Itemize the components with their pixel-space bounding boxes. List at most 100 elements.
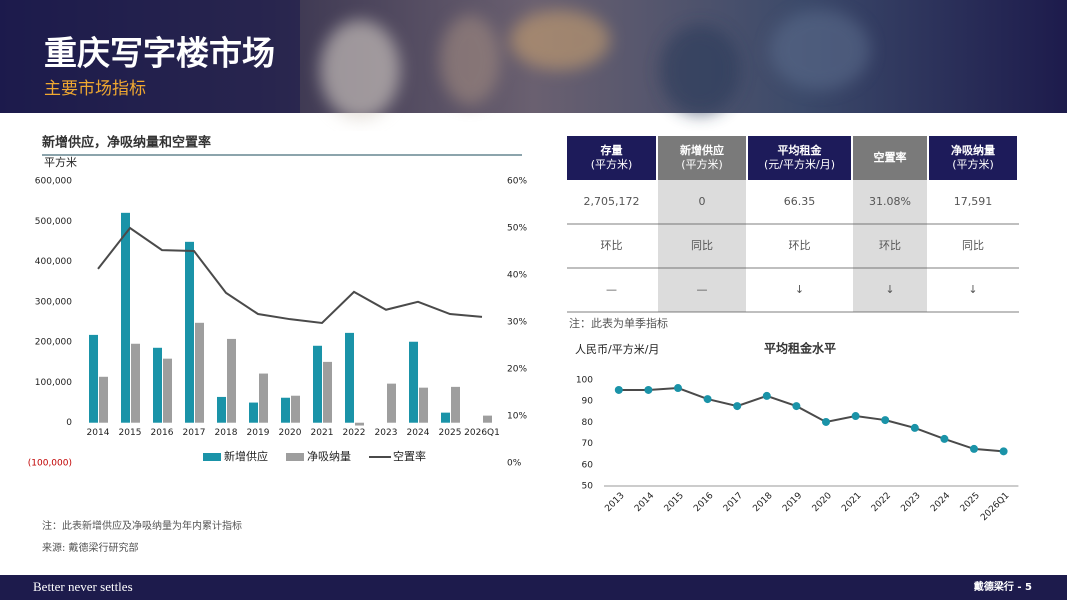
table-cell: 环比 xyxy=(879,239,901,252)
slogan: Better never settles xyxy=(33,579,133,594)
legend-label: 新增供应 xyxy=(224,449,268,463)
x-tick-label: 2017 xyxy=(722,491,745,514)
header-cell xyxy=(853,136,927,180)
point xyxy=(822,417,830,426)
x-tick-label: 2021 xyxy=(840,491,863,514)
bar xyxy=(163,358,172,423)
table-cell: — xyxy=(697,283,708,296)
point xyxy=(644,385,653,394)
bar xyxy=(153,347,162,423)
shaded-column xyxy=(853,180,927,312)
column-title: 平均租金 xyxy=(778,143,823,157)
x-tick-label: 2019 xyxy=(247,428,270,438)
column-unit: (平方米) xyxy=(591,157,633,171)
x-tick-label: 2021 xyxy=(311,428,334,438)
x-tick-label: 2015 xyxy=(663,491,686,514)
x-tick-label: 2016 xyxy=(151,428,174,438)
bar xyxy=(409,341,418,423)
y-tick-label: 300,000 xyxy=(35,297,72,307)
point xyxy=(970,444,978,453)
header-cell xyxy=(748,136,851,180)
x-tick-label: 2023 xyxy=(899,491,922,514)
point xyxy=(733,402,742,411)
y2-tick-label: 10% xyxy=(507,412,527,422)
header-photo xyxy=(320,10,870,120)
bar xyxy=(227,338,236,423)
y2-tick-label: 50% xyxy=(507,224,527,234)
x-tick-label: 2020 xyxy=(279,428,302,438)
source: 来源: 戴德梁行研究部 xyxy=(42,541,139,554)
table-cell: 同比 xyxy=(691,239,713,252)
y2-tick-label: 60% xyxy=(507,177,527,187)
bar xyxy=(249,402,258,423)
bar xyxy=(483,415,492,423)
table-cell: 0 xyxy=(699,195,706,208)
point xyxy=(881,416,890,425)
y2-tick-label: 40% xyxy=(507,271,527,281)
bar xyxy=(387,383,396,423)
bar xyxy=(217,396,226,423)
point xyxy=(614,385,623,394)
y-tick-label: 400,000 xyxy=(35,257,72,267)
y-tick-label: 70 xyxy=(582,439,594,449)
x-tick-label: 2013 xyxy=(603,491,626,514)
table-cell: 17,591 xyxy=(954,195,993,208)
y-tick-label: 100 xyxy=(576,376,593,386)
header-cell xyxy=(658,136,746,180)
legend-swatch xyxy=(203,453,221,461)
x-tick-label: 2015 xyxy=(119,428,142,438)
x-tick-label: 2018 xyxy=(215,428,238,438)
line xyxy=(618,387,1004,453)
y-tick-label: 500,000 xyxy=(35,217,72,227)
y-tick-label: 200,000 xyxy=(35,338,72,348)
bar xyxy=(185,241,194,423)
x-tick-label: 2023 xyxy=(375,428,398,438)
bar xyxy=(441,412,450,423)
page-subtitle: 主要市场指标 xyxy=(44,79,146,99)
column-title: 净吸纳量 xyxy=(951,143,995,157)
point xyxy=(999,447,1008,456)
y-tick-label: 0 xyxy=(66,418,72,428)
x-tick-label: 2017 xyxy=(183,428,206,438)
x-tick-label: 2024 xyxy=(929,491,952,514)
legend-swatch xyxy=(286,453,304,461)
page-number: 戴德梁行 - 5 xyxy=(974,580,1032,593)
y-tick-label: 600,000 xyxy=(35,177,72,187)
bar xyxy=(355,422,364,426)
shaded-column xyxy=(658,180,746,312)
table-cell: 环比 xyxy=(789,239,811,252)
bar xyxy=(89,334,98,423)
column-unit: (元/平方米/月) xyxy=(764,157,835,171)
legend-label: 净吸纳量 xyxy=(307,449,351,463)
bar xyxy=(323,361,332,423)
y-tick-label: 50 xyxy=(582,482,594,492)
x-tick-label: 2022 xyxy=(343,428,366,438)
bar xyxy=(99,376,108,423)
header-shade xyxy=(0,0,300,113)
column-title: 存量 xyxy=(601,143,623,157)
column-title: 空置率 xyxy=(874,150,907,164)
bar xyxy=(259,373,268,423)
point xyxy=(910,423,919,432)
bar xyxy=(121,212,130,423)
table-cell: 31.08% xyxy=(869,195,911,208)
chart-title: 平均租金水平 xyxy=(764,341,836,356)
x-tick-label: 2014 xyxy=(633,491,656,514)
y-tick-label: 60 xyxy=(582,460,594,470)
table-cell: — xyxy=(606,283,617,296)
y-tick-label: 100,000 xyxy=(35,378,72,388)
table-cell: ↓ xyxy=(968,283,977,296)
chart-title: 新增供应，净吸纳量和空置率 xyxy=(42,135,211,151)
x-tick-label: 2020 xyxy=(811,491,834,514)
y-axis-label: 人民币/平方米/月 xyxy=(575,342,659,356)
table-cell: ↓ xyxy=(885,283,894,296)
footer-band xyxy=(0,575,1067,600)
y2-tick-label: 20% xyxy=(507,365,527,375)
column-unit: (平方米) xyxy=(681,157,723,171)
bar xyxy=(451,386,460,423)
x-tick-label: 2026Q1 xyxy=(979,491,1011,523)
column-unit: (平方米) xyxy=(952,157,994,171)
table-cell: 66.35 xyxy=(784,195,816,208)
bar xyxy=(345,332,354,423)
